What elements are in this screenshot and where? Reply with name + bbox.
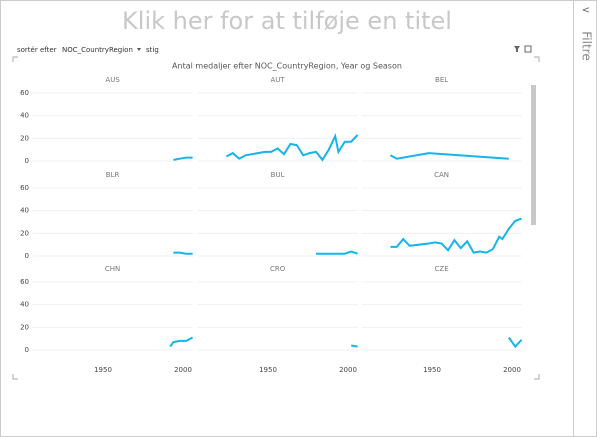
panel-label: CRO	[270, 265, 286, 273]
series-line	[389, 152, 509, 160]
panel-label: BLR	[106, 171, 120, 179]
series-line	[390, 217, 522, 254]
x-tick-label: 1950	[259, 366, 277, 374]
y-tick-label: 20	[20, 323, 29, 331]
view-title[interactable]: Klik her for at tilføje en titel	[122, 7, 452, 35]
series-line	[225, 132, 359, 162]
filter-pane-toggle[interactable]: <	[582, 5, 590, 16]
chart-title: Antal medaljer efter NOC_CountryRegion, …	[172, 62, 402, 71]
y-tick-label: 60	[20, 184, 29, 192]
sort-field[interactable]: NOC_CountryRegion	[62, 46, 133, 54]
popout-icon[interactable]	[524, 45, 532, 53]
y-tick-label: 0	[25, 346, 29, 354]
panel-label: AUT	[270, 76, 285, 84]
sort-order[interactable]: stig	[146, 46, 159, 54]
panel-label: CAN	[434, 171, 449, 179]
x-tick-label: 2000	[339, 366, 357, 374]
filter-icon[interactable]	[514, 46, 520, 52]
series-line	[169, 336, 194, 348]
x-tick-label: 1950	[94, 366, 112, 374]
panel-label: AUS	[105, 76, 120, 84]
series-line	[507, 336, 523, 349]
y-tick-label: 60	[20, 89, 29, 97]
series-line	[173, 156, 193, 161]
panel-label: BUL	[271, 171, 285, 179]
y-tick-label: 0	[25, 157, 29, 165]
y-tick-label: 40	[20, 207, 29, 215]
y-tick-label: 20	[20, 134, 29, 142]
x-tick-label: 2000	[503, 366, 521, 374]
series-line	[173, 251, 193, 255]
x-tick-label: 1950	[423, 366, 441, 374]
panel-label: BEL	[435, 76, 448, 84]
y-tick-label: 40	[20, 112, 29, 120]
panel-label: CZE	[435, 265, 449, 273]
small-multiples: AUS 0 20 40 60 AUT BEL BLR 0 20 40 60 BUL CAN CHN 0 20 40…	[20, 76, 523, 374]
sort-label: sortér efter	[17, 46, 57, 54]
filter-pane-label[interactable]: Filtre	[580, 31, 594, 60]
series-line	[351, 344, 358, 348]
y-tick-label: 20	[20, 229, 29, 237]
sort-dropdown[interactable]	[137, 48, 141, 51]
panel-label: CHN	[105, 265, 120, 273]
x-tick-label: 2000	[174, 366, 192, 374]
frame-corners	[12, 56, 540, 380]
y-tick-label: 60	[20, 278, 29, 286]
y-tick-label: 0	[25, 252, 29, 260]
scrollbar[interactable]	[531, 85, 536, 225]
series-line	[316, 250, 358, 255]
y-tick-label: 40	[20, 301, 29, 309]
